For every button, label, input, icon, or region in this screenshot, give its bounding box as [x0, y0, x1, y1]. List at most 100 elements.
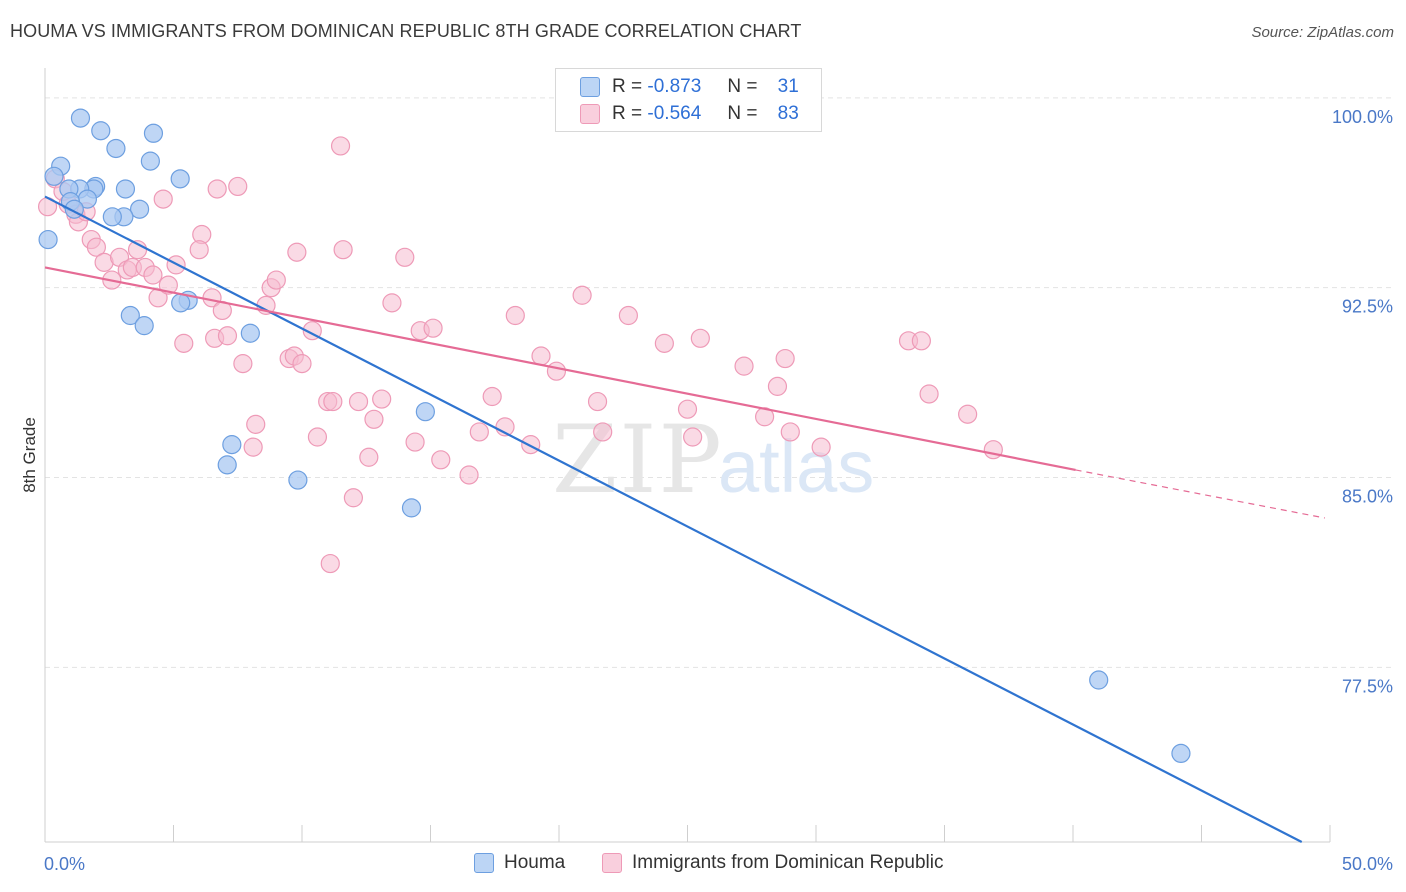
dominican-point [618, 305, 638, 326]
legend-row-houma: R = -0.873 N = 31 [580, 75, 799, 99]
dominican-point [767, 376, 788, 396]
dominican-point [364, 409, 384, 429]
houma-point [288, 470, 308, 490]
dominican-point [266, 270, 286, 290]
dominican-point [372, 389, 392, 409]
dominican-point [330, 136, 351, 156]
dominican-point [521, 435, 541, 455]
dominican-point [307, 427, 328, 447]
legend-n-label: N = [727, 76, 758, 97]
y-axis-label: 8th Grade [20, 417, 39, 493]
dominican-point [246, 414, 266, 434]
dominican-point [343, 488, 363, 508]
bottom-legend-swatch-houma [474, 853, 494, 873]
dominican-point [174, 333, 194, 353]
dominican-point [459, 465, 479, 485]
legend-n-value: 31 [777, 76, 799, 97]
houma-point [143, 123, 164, 143]
legend-n-label: N = [727, 103, 758, 124]
watermark-zip: ZIP [552, 406, 724, 515]
houma-point [217, 455, 237, 475]
dominican-point [382, 293, 402, 313]
trend-lines [44, 195, 1325, 843]
bottom-legend: Houma Immigrants from Dominican Republic [0, 852, 1406, 878]
dominican-point [531, 346, 551, 366]
houma-point [1089, 670, 1109, 690]
bottom-legend-label-houma: Houma [504, 852, 566, 873]
dominican-point [780, 422, 800, 442]
bottom-legend-swatch-dominican [602, 853, 622, 873]
houma-point [115, 179, 136, 199]
dominican-point [207, 179, 227, 199]
houma-point [222, 435, 242, 455]
houma-point [1171, 743, 1191, 764]
dominican-point [228, 176, 248, 197]
legend-n-value: 83 [777, 103, 799, 124]
dominican-point [287, 242, 307, 262]
dominican-point [405, 432, 425, 452]
dominican-point [469, 422, 489, 442]
dominican-point [546, 361, 567, 381]
dominican-point [189, 240, 209, 260]
dominican-trend-extension [1075, 469, 1325, 519]
dominican-trend-line [44, 266, 1076, 472]
dominican-point [572, 285, 592, 305]
dominican-point [593, 422, 613, 442]
houma-point [102, 207, 122, 227]
dominican-point [654, 333, 674, 353]
dominican-point [775, 348, 795, 369]
x-tick-label: 50.0% [1342, 854, 1393, 874]
legend-r-label: R = [612, 76, 643, 97]
dominican-point [333, 240, 353, 260]
dominican-point [482, 386, 502, 407]
dominican-point [919, 384, 939, 404]
legend-r-value: -0.564 [647, 103, 702, 124]
dominican-point [677, 399, 698, 419]
houma-point [129, 199, 150, 219]
chart-source: Source: ZipAtlas.com [1251, 24, 1394, 41]
dominican-point [587, 391, 608, 412]
dominican-point [423, 318, 443, 338]
y-tick-label: 100.0% [1332, 107, 1393, 127]
dominican-point [734, 356, 754, 376]
dominican-point [233, 354, 253, 374]
y-tick-label: 77.5% [1342, 676, 1393, 696]
dominican-point [243, 437, 263, 457]
houma-point [70, 108, 91, 128]
grid-lines [45, 97, 1395, 668]
correlation-legend: R = -0.873 N = 31 R = -0.564 N = 83 [555, 68, 822, 132]
dominican-point [505, 305, 525, 326]
houma-point [38, 229, 58, 250]
dominican-point [911, 331, 931, 351]
dominican-point [158, 275, 178, 295]
dominican-point [217, 326, 238, 346]
chart-title: HOUMA VS IMMIGRANTS FROM DOMINICAN REPUB… [10, 21, 802, 41]
houma-point [171, 293, 191, 313]
houma-point [170, 169, 190, 189]
data-points [37, 108, 1191, 764]
watermark: ZIP atlas [552, 406, 874, 515]
houma-point [401, 498, 422, 518]
houma-point [240, 323, 260, 343]
dominican-point [292, 354, 312, 374]
dominican-point [359, 447, 379, 467]
x-tick-label: 0.0% [44, 854, 85, 874]
houma-point [415, 402, 435, 422]
bottom-legend-label-dominican: Immigrants from Dominican Republic [632, 852, 944, 873]
dominican-point [320, 553, 340, 574]
legend-swatch-dominican [580, 104, 600, 124]
dominican-point [395, 247, 415, 267]
legend-swatch-houma [580, 77, 600, 97]
houma-point [134, 316, 154, 336]
houma-trend-line [44, 195, 1303, 843]
dominican-point [683, 427, 703, 447]
y-tick-label: 92.5% [1342, 297, 1393, 317]
bottom-legend-houma: Houma [474, 852, 565, 874]
legend-r-label: R = [612, 103, 643, 124]
dominican-point [811, 437, 831, 457]
dominican-point [348, 391, 369, 412]
legend-r-value: -0.873 [647, 76, 702, 97]
houma-point [106, 138, 126, 159]
bottom-legend-dominican: Immigrants from Dominican Republic [602, 852, 944, 874]
houma-point [120, 305, 140, 326]
